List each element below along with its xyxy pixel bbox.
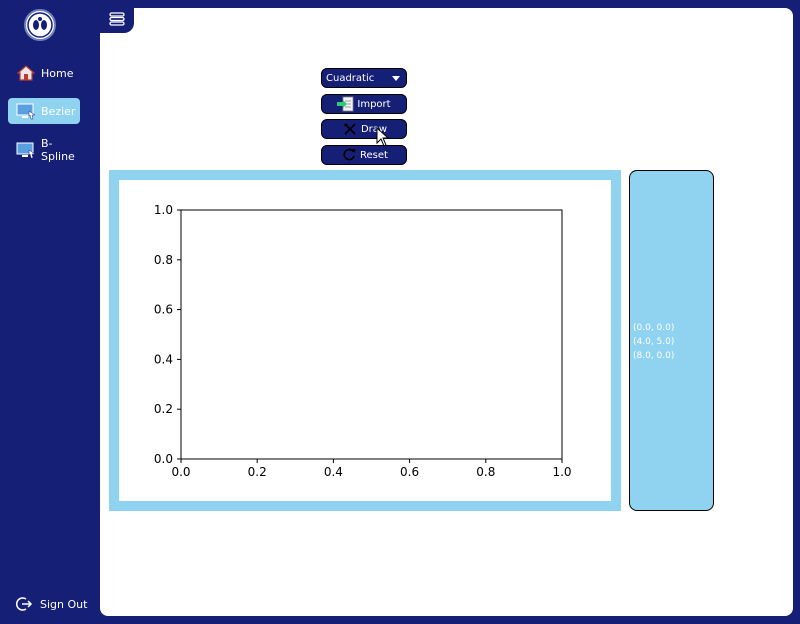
control-points-list: (0.0, 0.0) (4.0, 5.0) (8.0, 0.0) xyxy=(633,321,674,363)
bspline-monitor-icon xyxy=(16,141,36,159)
plot-frame: 0.0 0.2 0.4 0.6 0.8 1.0 0.0 0.2 0.4 0.6 0.8 1.0 xyxy=(109,170,621,511)
home-icon xyxy=(16,64,36,82)
draw-tools-icon xyxy=(341,121,359,137)
y-tick-label: 0.2 xyxy=(154,402,173,416)
y-tick-label: 0.6 xyxy=(154,303,173,317)
axes-frame xyxy=(180,209,563,460)
caret-down-icon xyxy=(392,73,400,84)
control-point-entry: (0.0, 0.0) xyxy=(633,323,675,333)
draw-button[interactable]: Draw xyxy=(321,119,407,139)
curve-type-dropdown[interactable]: Cuadratic xyxy=(321,68,407,88)
bezier-monitor-icon xyxy=(16,102,36,120)
school-crest-logo xyxy=(24,9,56,41)
control-point-entry: (4.0, 5.0) xyxy=(633,337,675,347)
reset-button[interactable]: Reset xyxy=(321,145,407,165)
sidebar-item-bspline[interactable]: B-Spline xyxy=(8,137,80,163)
refresh-icon xyxy=(340,147,358,163)
plot-canvas[interactable]: 0.0 0.2 0.4 0.6 0.8 1.0 0.0 0.2 0.4 0.6 0.8 1.0 xyxy=(119,180,611,501)
sign-out-icon xyxy=(14,595,34,613)
bezier-plot: 0.0 0.2 0.4 0.6 0.8 1.0 0.0 0.2 0.4 0.6 0.8 1.0 xyxy=(154,203,572,479)
hamburger-icon xyxy=(108,11,126,31)
x-tick-label: 0.4 xyxy=(324,465,343,479)
y-tick-label: 0.0 xyxy=(154,452,173,466)
sidebar-item-bezier[interactable]: Bezier xyxy=(8,98,80,124)
x-tick-label: 0.0 xyxy=(171,465,190,479)
y-tick-label: 0.4 xyxy=(154,352,173,366)
y-tick-label: 0.8 xyxy=(154,253,173,267)
x-tick-label: 0.2 xyxy=(248,465,267,479)
draw-label: Draw xyxy=(360,123,388,135)
reset-label: Reset xyxy=(360,149,388,161)
sidebar-item-label: Bezier xyxy=(41,104,76,118)
import-button[interactable]: Import xyxy=(321,94,407,114)
control-points-panel: (0.0, 0.0) (4.0, 5.0) (8.0, 0.0) xyxy=(629,170,714,511)
y-tick-label: 1.0 xyxy=(154,203,173,217)
sidebar-item-label: B-Spline xyxy=(41,137,75,163)
sidebar-item-label: Home xyxy=(41,66,74,80)
x-tick-label: 0.6 xyxy=(400,465,419,479)
main-panel: Cuadratic Import Draw xyxy=(100,8,793,616)
curve-type-value: Cuadratic xyxy=(326,72,375,84)
control-point-entry: (8.0, 0.0) xyxy=(633,351,675,361)
import-label: Import xyxy=(357,98,391,110)
x-tick-label: 1.0 xyxy=(552,465,571,479)
sidebar: Home Bezier B-Spline xyxy=(0,0,100,624)
sign-out-label: Sign Out xyxy=(40,597,88,611)
sidebar-item-home[interactable]: Home xyxy=(8,60,80,86)
x-tick-label: 0.8 xyxy=(476,465,495,479)
import-file-icon xyxy=(337,96,355,112)
sign-out-button[interactable]: Sign Out xyxy=(14,592,87,616)
menu-toggle-button[interactable] xyxy=(100,8,134,33)
